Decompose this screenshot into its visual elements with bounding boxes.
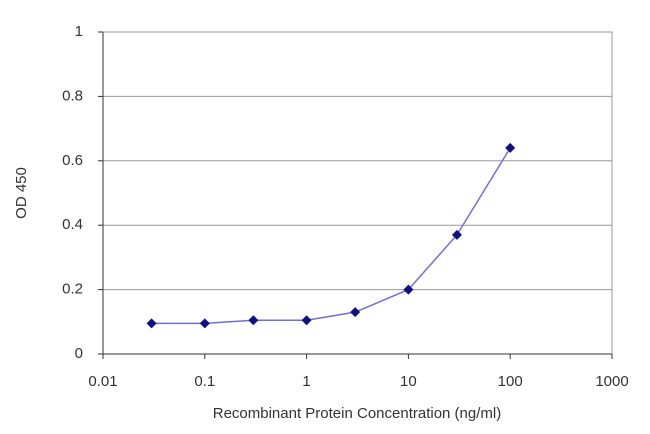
data-line [151,147,511,325]
y-tick-label: 0.8 [62,87,83,104]
data-point [505,142,516,153]
y-tick-label: 1 [75,23,83,40]
x-axis-label: Recombinant Protein Concentration (ng/ml… [213,405,501,422]
y-axis-label: OD 450 [13,167,30,219]
data-point [403,284,414,295]
x-tick-label: 100 [498,373,523,390]
y-tick-label: 0.6 [62,152,83,169]
data-point [451,229,462,240]
data-point [301,315,312,326]
plot-frame [102,31,613,355]
data-point [350,307,361,318]
y-tick-label: 0 [75,345,83,362]
x-tick-label: 1000 [595,373,628,390]
y-tick-label: 0.4 [62,216,83,233]
data-point [248,315,259,326]
data-point [199,318,210,329]
x-tick-label: 10 [400,373,417,390]
x-tick-label: 0.1 [194,373,215,390]
data-point [146,318,157,329]
x-tick-label: 1 [302,373,310,390]
x-tick-label: 0.01 [88,373,117,390]
y-tick-label: 0.2 [62,281,83,298]
